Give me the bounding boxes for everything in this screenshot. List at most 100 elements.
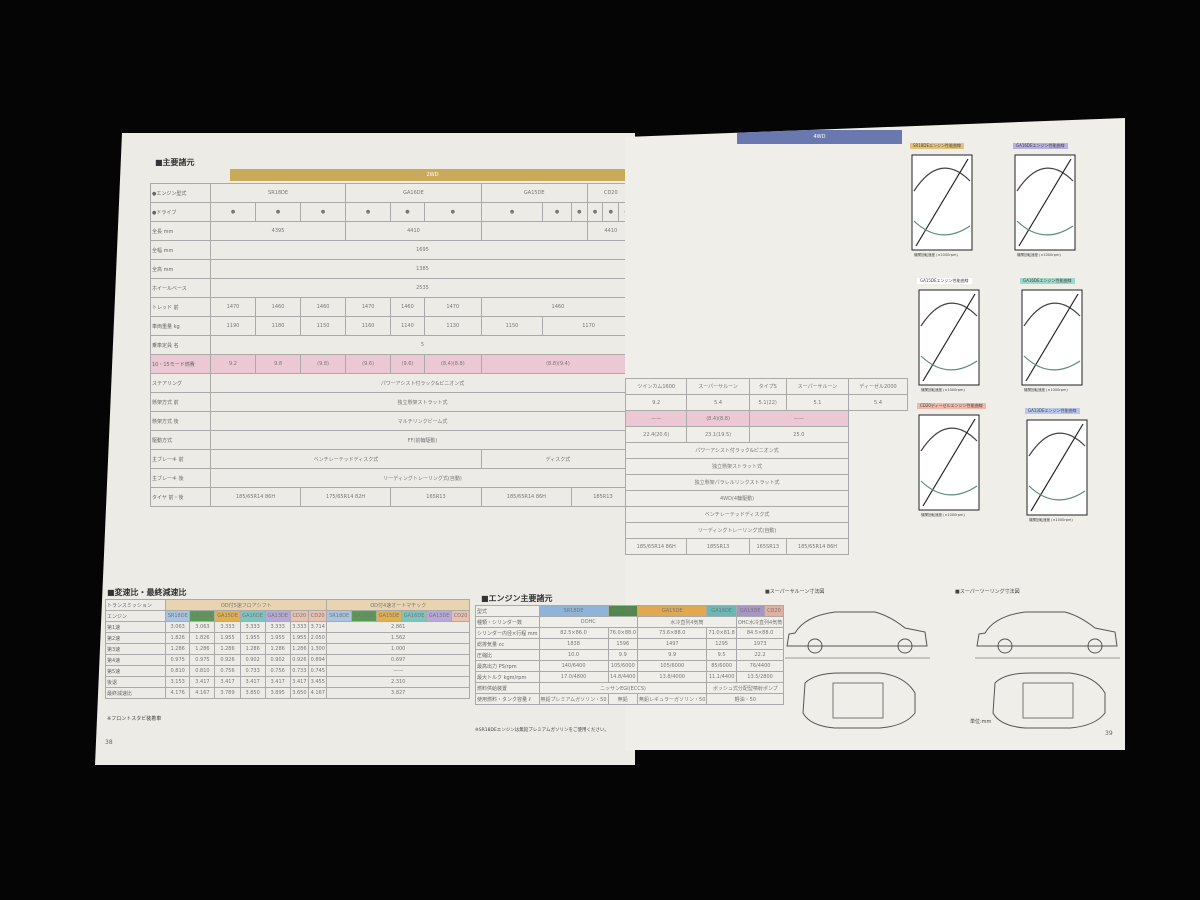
chart-plot xyxy=(911,154,973,251)
engine-note: ※SR18DEエンジンは無鉛プレミアムガソリンをご使用ください。 xyxy=(475,728,609,733)
engine-tag: GA13DE xyxy=(426,610,453,622)
performance-chart: GA16DEエンジン性能曲線 機関回転速度 (×1000rpm) xyxy=(1003,143,1103,263)
table-cell: ● xyxy=(480,202,544,222)
row-label: 第4速 xyxy=(105,654,166,666)
table-cell: —— xyxy=(625,410,688,427)
table-cell: 1460 xyxy=(300,297,347,317)
table-cell: 5 xyxy=(210,335,635,355)
table-cell: 1.000 xyxy=(326,643,470,655)
table-cell: (9.6) xyxy=(390,354,425,374)
row-label: 10・15モード燃費 xyxy=(150,354,211,374)
engine-header: 型式 xyxy=(475,605,540,617)
chart-xlabel: 機関回転速度 (×1000rpm) xyxy=(914,253,958,257)
table-row: シリンダー内径×行程 mm 82.5×86.0 76.0×88.0 73.6×88.0… xyxy=(475,627,785,639)
table-cell: (9.6) xyxy=(345,354,392,374)
engine-tag: GA15DE xyxy=(375,610,403,622)
table-row: ●エンジン型式 SR18DE GA16DE GA15DE CD20 xyxy=(150,183,635,203)
table-row: —— (8.4)(8.8) —— xyxy=(625,410,908,427)
table-cell: 3.417 xyxy=(189,676,216,688)
gear-note: ※フロントスタビ装着車 xyxy=(107,716,162,722)
table-cell: 23.1(19.5) xyxy=(686,426,750,443)
table-cell: 3.153 xyxy=(164,676,191,688)
table-cell: ● xyxy=(345,202,392,222)
table-row: ベンチレーテッドディスク式 xyxy=(625,506,908,523)
table-cell: OHC水冷直列4気筒 xyxy=(735,616,785,628)
table-cell: パワーアシスト付ラック&ピニオン式 xyxy=(210,373,635,393)
table-cell: ● xyxy=(570,202,588,222)
table-cell: ボッシュ式分配型噴射ポンプ xyxy=(706,682,785,694)
table-cell: 3.333 xyxy=(289,621,310,633)
performance-chart: GA13DEエンジン性能曲線 機関回転速度 (×1000rpm) xyxy=(1015,408,1115,528)
table-row: 第1速 3.063 3.063 3.333 3.333 3.333 3.333 3.714 2.… xyxy=(105,621,470,633)
table-cell: 9.9 xyxy=(607,649,639,661)
engine-tag: GA16DE xyxy=(239,610,266,622)
table-row: リーディングトレーリング式(自動) xyxy=(625,522,908,539)
chart-xlabel: 機関回転速度 (×1000rpm) xyxy=(921,513,965,517)
table-row: 懸架方式 後マルチリンクビーム式 xyxy=(150,411,635,431)
table-cell: 軽油・50 xyxy=(706,693,785,705)
table-row: 10・15モード燃費 9.2 9.8 (9.8) (9.6) (9.6) (8.4)(8.8… xyxy=(150,354,635,374)
page-number-left: 38 xyxy=(105,739,113,746)
table-row: 独立懸架ストラット式 xyxy=(625,458,908,475)
performance-chart: GA16DEエンジン性能曲線 機関回転速度 (×1000rpm) xyxy=(1010,278,1110,398)
chart-xlabel: 機関回転速度 (×1000rpm) xyxy=(1029,518,1073,522)
performance-chart: SR18DEエンジン性能曲線 機関回転速度 (×1000rpm) xyxy=(900,143,1000,263)
table-row: 車両重量 kg 1190 1180 1150 1160 1140 1130 1150 1170 xyxy=(150,316,635,336)
table-cell: スーパーサルーン xyxy=(785,378,850,395)
table-cell: 105/6000 xyxy=(637,660,708,672)
row-label: 主ブレーキ 後 xyxy=(150,468,211,488)
diagram-title: ■スーパーツーリング寸法図 xyxy=(955,589,1020,595)
row-label: 圧縮比 xyxy=(475,649,540,661)
car-outline-icon xyxy=(785,611,930,729)
table-cell: 185/65R14 86H xyxy=(209,487,302,507)
table-cell: パワーアシスト付ラック&ピニオン式 xyxy=(625,442,850,459)
chart-title: GA13DEエンジン性能曲線 xyxy=(1025,408,1080,414)
row-label: 全幅 mm xyxy=(150,240,211,260)
gear-ratio-table: トランスミッション OD付5速フロアシフト OD付4速オートマチック エンジン SR18… xyxy=(105,599,470,699)
row-label: タイヤ 前・後 xyxy=(150,487,211,507)
table-cell: スーパーサルーン xyxy=(686,378,750,395)
row-label: 最大トルク kgm/rpm xyxy=(475,671,540,683)
engine-tag: GA16DE xyxy=(189,610,216,622)
table-cell: 1.955 xyxy=(289,632,310,644)
table-cell: 185/65R14 86H xyxy=(480,487,572,507)
table-cell: ● xyxy=(300,202,347,222)
table-row: 型式 SR18DE GA16DE GA15DE GA16DE GA13DE CD20 xyxy=(475,605,785,617)
table-cell: 4.167 xyxy=(189,687,216,699)
table-cell: ツインカム1600 xyxy=(625,378,688,395)
table-row: 懸架方式 前独立懸架ストラット式 xyxy=(150,392,635,412)
left-page: ■主要諸元 2WD ●エンジン型式 SR18DE GA16DE GA15DE CD20 ●… xyxy=(95,133,635,765)
table-cell: 1.826 xyxy=(164,632,191,644)
table-cell: 無鉛レギュラーガソリン・50 xyxy=(637,693,708,705)
table-cell: 0.756 xyxy=(214,665,241,677)
table-row: 全高 mm 1385 xyxy=(150,259,635,279)
table-cell: SR18DE xyxy=(209,183,347,203)
table-cell: 84.5×88.0 xyxy=(735,627,785,639)
table-cell: 3.417 xyxy=(289,676,310,688)
table-row: エンジン SR18DE GA16DE GA15DE GA16DE GA13DE CD20 CD… xyxy=(105,610,470,622)
row-label: 種類・シリンダー数 xyxy=(475,616,540,628)
table-cell: 3.789 xyxy=(214,687,241,699)
table-cell: 0.810 xyxy=(189,665,216,677)
table-cell: 185/65R14 86H xyxy=(785,538,850,555)
table-cell: 1385 xyxy=(210,259,635,279)
chart-xlabel: 機関回転速度 (×1000rpm) xyxy=(1024,388,1068,392)
table-cell: 0.926 xyxy=(289,654,310,666)
table-cell: リーディングトレーリング式(自動) xyxy=(625,522,850,539)
row-label: 使用燃料・タンク容量 ℓ xyxy=(475,693,540,705)
table-cell: 13.5/2800 xyxy=(735,671,785,683)
table-cell: 1596 xyxy=(607,638,639,650)
table-row: ホイールベース 2535 xyxy=(150,278,635,298)
table-cell: 9.9 xyxy=(637,649,708,661)
table-cell: 1.286 xyxy=(189,643,216,655)
header-4wd: 4WD xyxy=(737,130,902,144)
engine-header: GA15DE xyxy=(637,605,708,617)
table-row: 種類・シリンダー数 DOHC 水冷直列4気筒 OHC水冷直列4気筒 xyxy=(475,616,785,628)
table-row: 総排気量 cc 1838 1596 1497 1295 1973 xyxy=(475,638,785,650)
table-cell: 3.827 xyxy=(326,687,470,699)
engine-header: GA16DE xyxy=(706,605,737,617)
table-cell: 1973 xyxy=(735,638,785,650)
chart-title: GA16DEエンジン性能曲線 xyxy=(1013,143,1068,149)
engine-header: SR18DE xyxy=(538,605,609,617)
